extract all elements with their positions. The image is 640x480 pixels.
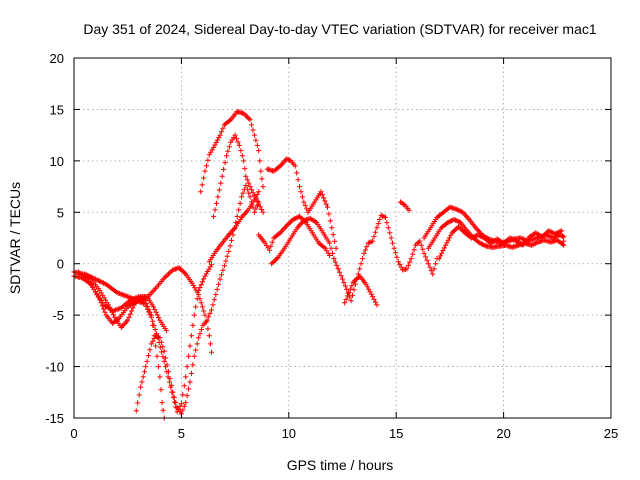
y-tick-label: 15 xyxy=(50,102,64,117)
series-track-m xyxy=(342,273,380,308)
plot-frame xyxy=(73,57,612,419)
series-track-i xyxy=(264,156,339,251)
series-markers xyxy=(264,156,339,251)
series-track-k xyxy=(256,213,333,259)
y-tick-label: 20 xyxy=(50,51,64,66)
series-markers xyxy=(211,132,266,219)
series-markers xyxy=(397,199,412,213)
series-track-d xyxy=(82,265,215,355)
series-track-h xyxy=(211,132,266,219)
series-markers xyxy=(342,273,380,308)
series-track-l xyxy=(335,212,440,304)
series-markers xyxy=(256,213,333,259)
y-tick-label: 10 xyxy=(50,154,64,169)
x-tick-label: 20 xyxy=(496,426,510,441)
y-tick-label: -5 xyxy=(52,308,64,323)
series-markers xyxy=(198,108,266,195)
series-markers xyxy=(335,212,440,304)
series-track-c xyxy=(75,269,167,421)
x-tick-label: 0 xyxy=(70,426,77,441)
x-axis-label: GPS time / hours xyxy=(287,457,394,473)
series-markers xyxy=(82,265,215,355)
series-track-q xyxy=(436,224,567,262)
series-track-e xyxy=(133,182,262,417)
chart-title: Day 351 of 2024, Sidereal Day-to-day VTE… xyxy=(83,21,596,37)
y-tick-label: -10 xyxy=(45,360,64,375)
y-axis-label: SDTVAR / TECUs xyxy=(7,182,23,294)
y-tick-label: -15 xyxy=(45,411,64,426)
x-tick-label: 10 xyxy=(282,426,296,441)
series-markers xyxy=(269,215,341,272)
series-track-g xyxy=(198,108,266,195)
x-tick-labels: 0 5 10 15 20 25 xyxy=(70,426,618,441)
y-tick-label: 0 xyxy=(57,257,64,272)
x-tick-label: 15 xyxy=(389,426,403,441)
series-markers xyxy=(436,224,567,262)
y-tick-labels: -15 -10 -5 0 5 10 15 20 xyxy=(45,51,64,426)
axis-ticks xyxy=(73,57,612,419)
series-markers xyxy=(206,189,262,265)
x-tick-label: 5 xyxy=(178,426,185,441)
series-markers xyxy=(133,182,262,417)
series-track-f xyxy=(206,189,262,265)
y-tick-label: 5 xyxy=(57,205,64,220)
series-track-j xyxy=(269,215,341,272)
series-track-n xyxy=(397,199,412,213)
data-points xyxy=(71,108,567,421)
x-tick-label: 25 xyxy=(604,426,618,441)
series-markers xyxy=(75,269,167,421)
